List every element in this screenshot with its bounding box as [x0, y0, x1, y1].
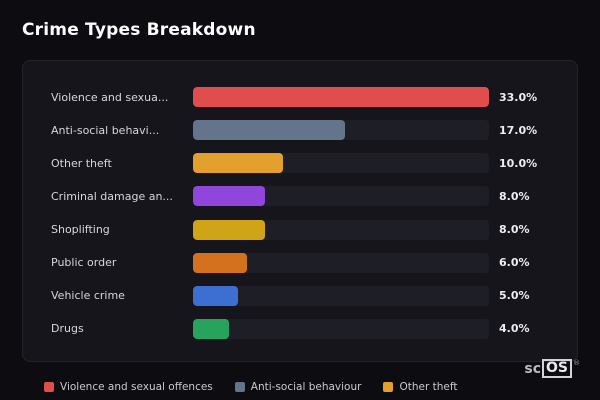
- value-label: 17.0%: [499, 123, 538, 137]
- bar-track: [193, 186, 489, 207]
- category-label-shoplifting: Shoplifting: [51, 223, 110, 237]
- chart-row: Violence and sexua... 33.0%: [51, 83, 549, 111]
- scos-logo: sc OS ®: [524, 359, 580, 378]
- chart-row: Public order 6.0%: [51, 249, 549, 277]
- category-label-other-theft: Other theft: [51, 156, 112, 170]
- logo-boxed-text: OS: [542, 359, 572, 378]
- bar-track: [193, 153, 489, 174]
- chart-row: Anti-social behavi... 17.0%: [51, 116, 549, 144]
- legend-item-antisocial[interactable]: Anti-social behaviour: [234, 381, 362, 393]
- legend-label: Violence and sexual offences: [60, 381, 213, 393]
- legend-swatch-slate: [234, 382, 245, 392]
- legend-swatch-red: [44, 382, 54, 392]
- category-label-public-order: Public order: [51, 256, 117, 270]
- registered-mark: ®: [573, 358, 580, 367]
- bar-track: [193, 219, 489, 240]
- category-label-criminal-damage: Criminal damage an...: [51, 189, 173, 203]
- category-label-antisocial: Anti-social behavi...: [51, 123, 160, 137]
- legend-item-other-theft[interactable]: Other theft: [383, 381, 457, 393]
- bar-shoplifting[interactable]: [193, 219, 265, 240]
- bar-track: [193, 285, 489, 306]
- chart-legend: Violence and sexual offences Anti-social…: [44, 381, 457, 393]
- category-label-drugs: Drugs: [51, 322, 84, 336]
- chart-row: Drugs 4.0%: [51, 315, 549, 343]
- chart-row: Other theft 10.0%: [51, 149, 549, 177]
- page-title: Crime Types Breakdown: [22, 20, 256, 40]
- bar-track: [193, 87, 489, 107]
- value-label: 10.0%: [499, 156, 538, 170]
- bar-track: [193, 318, 489, 339]
- chart-row: Vehicle crime 5.0%: [51, 282, 549, 310]
- bar-violence[interactable]: [193, 87, 489, 107]
- category-label-violence: Violence and sexua...: [51, 90, 169, 104]
- category-label-vehicle-crime: Vehicle crime: [51, 289, 125, 303]
- value-label: 6.0%: [499, 256, 530, 270]
- legend-swatch-amber: [383, 382, 394, 392]
- chart-row: Criminal damage an... 8.0%: [51, 182, 549, 210]
- legend-item-violence[interactable]: Violence and sexual offences: [44, 381, 213, 393]
- bar-criminal-damage[interactable]: [193, 186, 265, 207]
- bar-track: [193, 120, 489, 141]
- value-label: 8.0%: [499, 223, 530, 237]
- value-label: 33.0%: [499, 90, 538, 104]
- bar-other-theft[interactable]: [193, 153, 283, 174]
- value-label: 4.0%: [499, 322, 530, 336]
- legend-label: Anti-social behaviour: [250, 381, 362, 393]
- value-label: 5.0%: [499, 289, 530, 303]
- bar-antisocial[interactable]: [193, 120, 346, 141]
- bar-public-order[interactable]: [193, 252, 247, 273]
- bar-drugs[interactable]: [193, 318, 229, 339]
- chart-panel: Violence and sexua... 33.0% Anti-social …: [22, 60, 578, 362]
- value-label: 8.0%: [499, 189, 530, 203]
- bar-vehicle-crime[interactable]: [193, 285, 238, 306]
- chart-row: Shoplifting 8.0%: [51, 216, 549, 244]
- legend-label: Other theft: [399, 381, 458, 393]
- logo-prefix: sc: [524, 360, 542, 377]
- bar-track: [193, 252, 489, 273]
